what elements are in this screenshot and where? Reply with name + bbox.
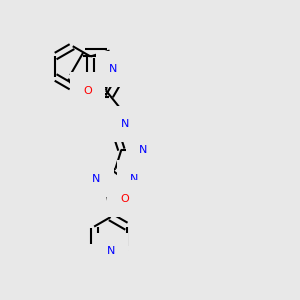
Text: N: N [92,173,101,184]
Text: N: N [139,145,148,155]
Text: N: N [130,173,139,184]
Text: O: O [120,194,129,204]
Text: O: O [83,85,92,96]
Text: N: N [106,246,115,256]
Text: N: N [121,119,129,129]
Text: N: N [109,64,117,74]
